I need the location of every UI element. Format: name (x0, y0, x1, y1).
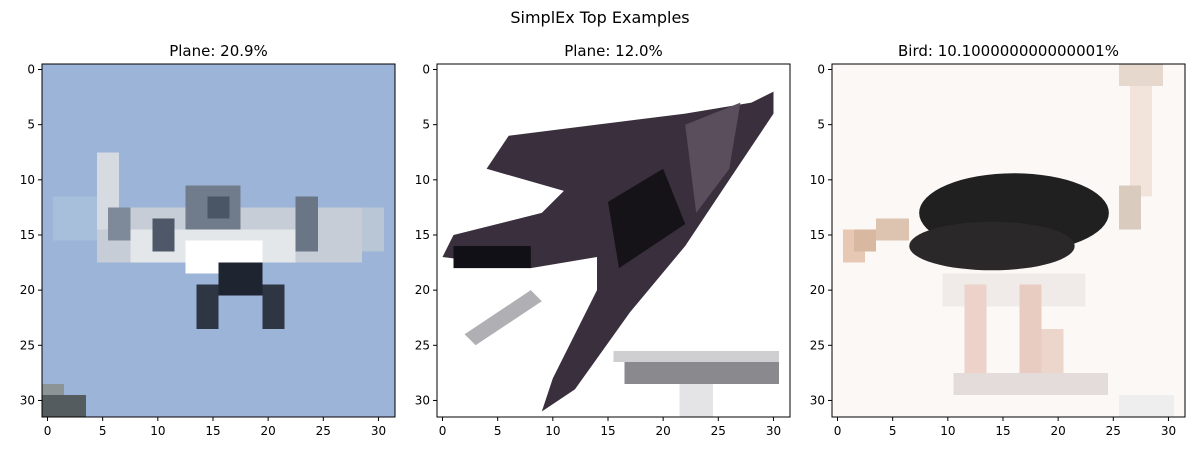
y-tick-label: 25 (810, 338, 825, 352)
y-tick-label: 20 (810, 283, 825, 297)
x-tick-label: 20 (656, 424, 671, 438)
image-shape (685, 102, 741, 213)
x-tick-label: 15 (600, 424, 615, 438)
image-pixel-block (53, 196, 98, 241)
image-pixel-block (876, 218, 910, 241)
image-shape (442, 91, 774, 412)
image-shape (453, 246, 531, 269)
y-tick-label: 5 (817, 118, 825, 132)
image-pixel-block (207, 196, 230, 219)
x-tick-label: 10 (940, 424, 955, 438)
image-pixel-block (624, 361, 779, 384)
image-pixel-block (613, 350, 779, 362)
y-tick-label: 15 (415, 228, 430, 242)
y-tick-label: 10 (20, 173, 35, 187)
image-pixel-block (262, 284, 285, 329)
y-tick-label: 0 (422, 63, 430, 77)
panel-title: Plane: 20.9% (169, 42, 268, 60)
axes-frame (436, 63, 791, 418)
x-tick-label: 5 (494, 424, 502, 438)
image-pixel-block (1129, 86, 1152, 197)
axes-frame (41, 63, 396, 418)
image-pixel-block (1118, 185, 1141, 230)
image-pixel-block (854, 229, 877, 252)
y-tick-label: 10 (415, 173, 430, 187)
image-pixel-block (942, 273, 1086, 307)
y-tick-label: 25 (20, 338, 35, 352)
image-pixel-block (964, 284, 987, 395)
y-tick-label: 20 (415, 283, 430, 297)
x-tick-label: 10 (150, 424, 165, 438)
x-tick-label: 5 (99, 424, 107, 438)
image-pixel-block (218, 262, 263, 296)
x-tick-label: 15 (995, 424, 1010, 438)
image-pixel-block (1019, 284, 1042, 373)
y-tick-label: 5 (422, 118, 430, 132)
x-tick-label: 20 (1051, 424, 1066, 438)
panel-image (437, 64, 790, 417)
panel-title: Bird: 10.100000000000001% (898, 42, 1119, 60)
y-tick-label: 30 (415, 393, 430, 407)
x-tick-label: 15 (205, 424, 220, 438)
x-tick-label: 5 (889, 424, 897, 438)
x-tick-label: 30 (371, 424, 386, 438)
panel-3: Bird: 10.100000000000001% 0 5 10 15 20 25 30 0 5 1… (810, 42, 1186, 438)
image-pixel-block (42, 383, 65, 395)
panels: Plane: 20.9%0 5 10 15 20 25 30051015202530Plan… (20, 42, 1186, 438)
image-pixel-block (152, 218, 175, 252)
y-tick-label: 15 (810, 228, 825, 242)
panel-image (832, 64, 1185, 417)
image-pixel-block (679, 383, 713, 417)
y-tick-label: 30 (810, 393, 825, 407)
panel-title: Plane: 12.0% (564, 42, 663, 60)
image-pixel-block (953, 372, 1108, 395)
y-tick-label: 10 (810, 173, 825, 187)
x-tick-label: 10 (545, 424, 560, 438)
panel-2: Plane: 12.0% 0 5 10 15 20 25 30 0 5 10 15 20 25 30 (415, 42, 791, 438)
x-tick-label: 0 (834, 424, 842, 438)
x-tick-label: 25 (711, 424, 726, 438)
image-pixel-block (42, 394, 87, 417)
x-tick-label: 0 (44, 424, 52, 438)
panel-1: Plane: 20.9% 0 5 10 15 20 25 30 0 5 10 15 20 25 30 (20, 42, 396, 438)
y-tick-label: 15 (20, 228, 35, 242)
image-pixel-block (295, 196, 318, 252)
x-tick-label: 20 (261, 424, 276, 438)
y-tick-label: 20 (20, 283, 35, 297)
image-pixel-block (1118, 64, 1163, 87)
image-pixel-block (196, 284, 219, 329)
image-shape (608, 168, 686, 269)
x-tick-label: 25 (1106, 424, 1121, 438)
y-tick-label: 0 (27, 63, 35, 77)
y-tick-label: 25 (415, 338, 430, 352)
y-tick-label: 0 (817, 63, 825, 77)
image-shape (909, 221, 1075, 271)
x-tick-label: 30 (1161, 424, 1176, 438)
y-tick-label: 30 (20, 393, 35, 407)
y-tick-label: 5 (27, 118, 35, 132)
image-shape (464, 290, 542, 346)
panel-image (42, 64, 395, 417)
figure-title: SimplEx Top Examples (510, 8, 689, 27)
x-tick-label: 30 (766, 424, 781, 438)
image-pixel-block (108, 207, 131, 241)
x-tick-label: 25 (316, 424, 331, 438)
axes-frame (831, 63, 1186, 418)
image-pixel-block (1118, 394, 1174, 417)
image-pixel-block (1041, 328, 1064, 384)
x-tick-label: 0 (439, 424, 447, 438)
